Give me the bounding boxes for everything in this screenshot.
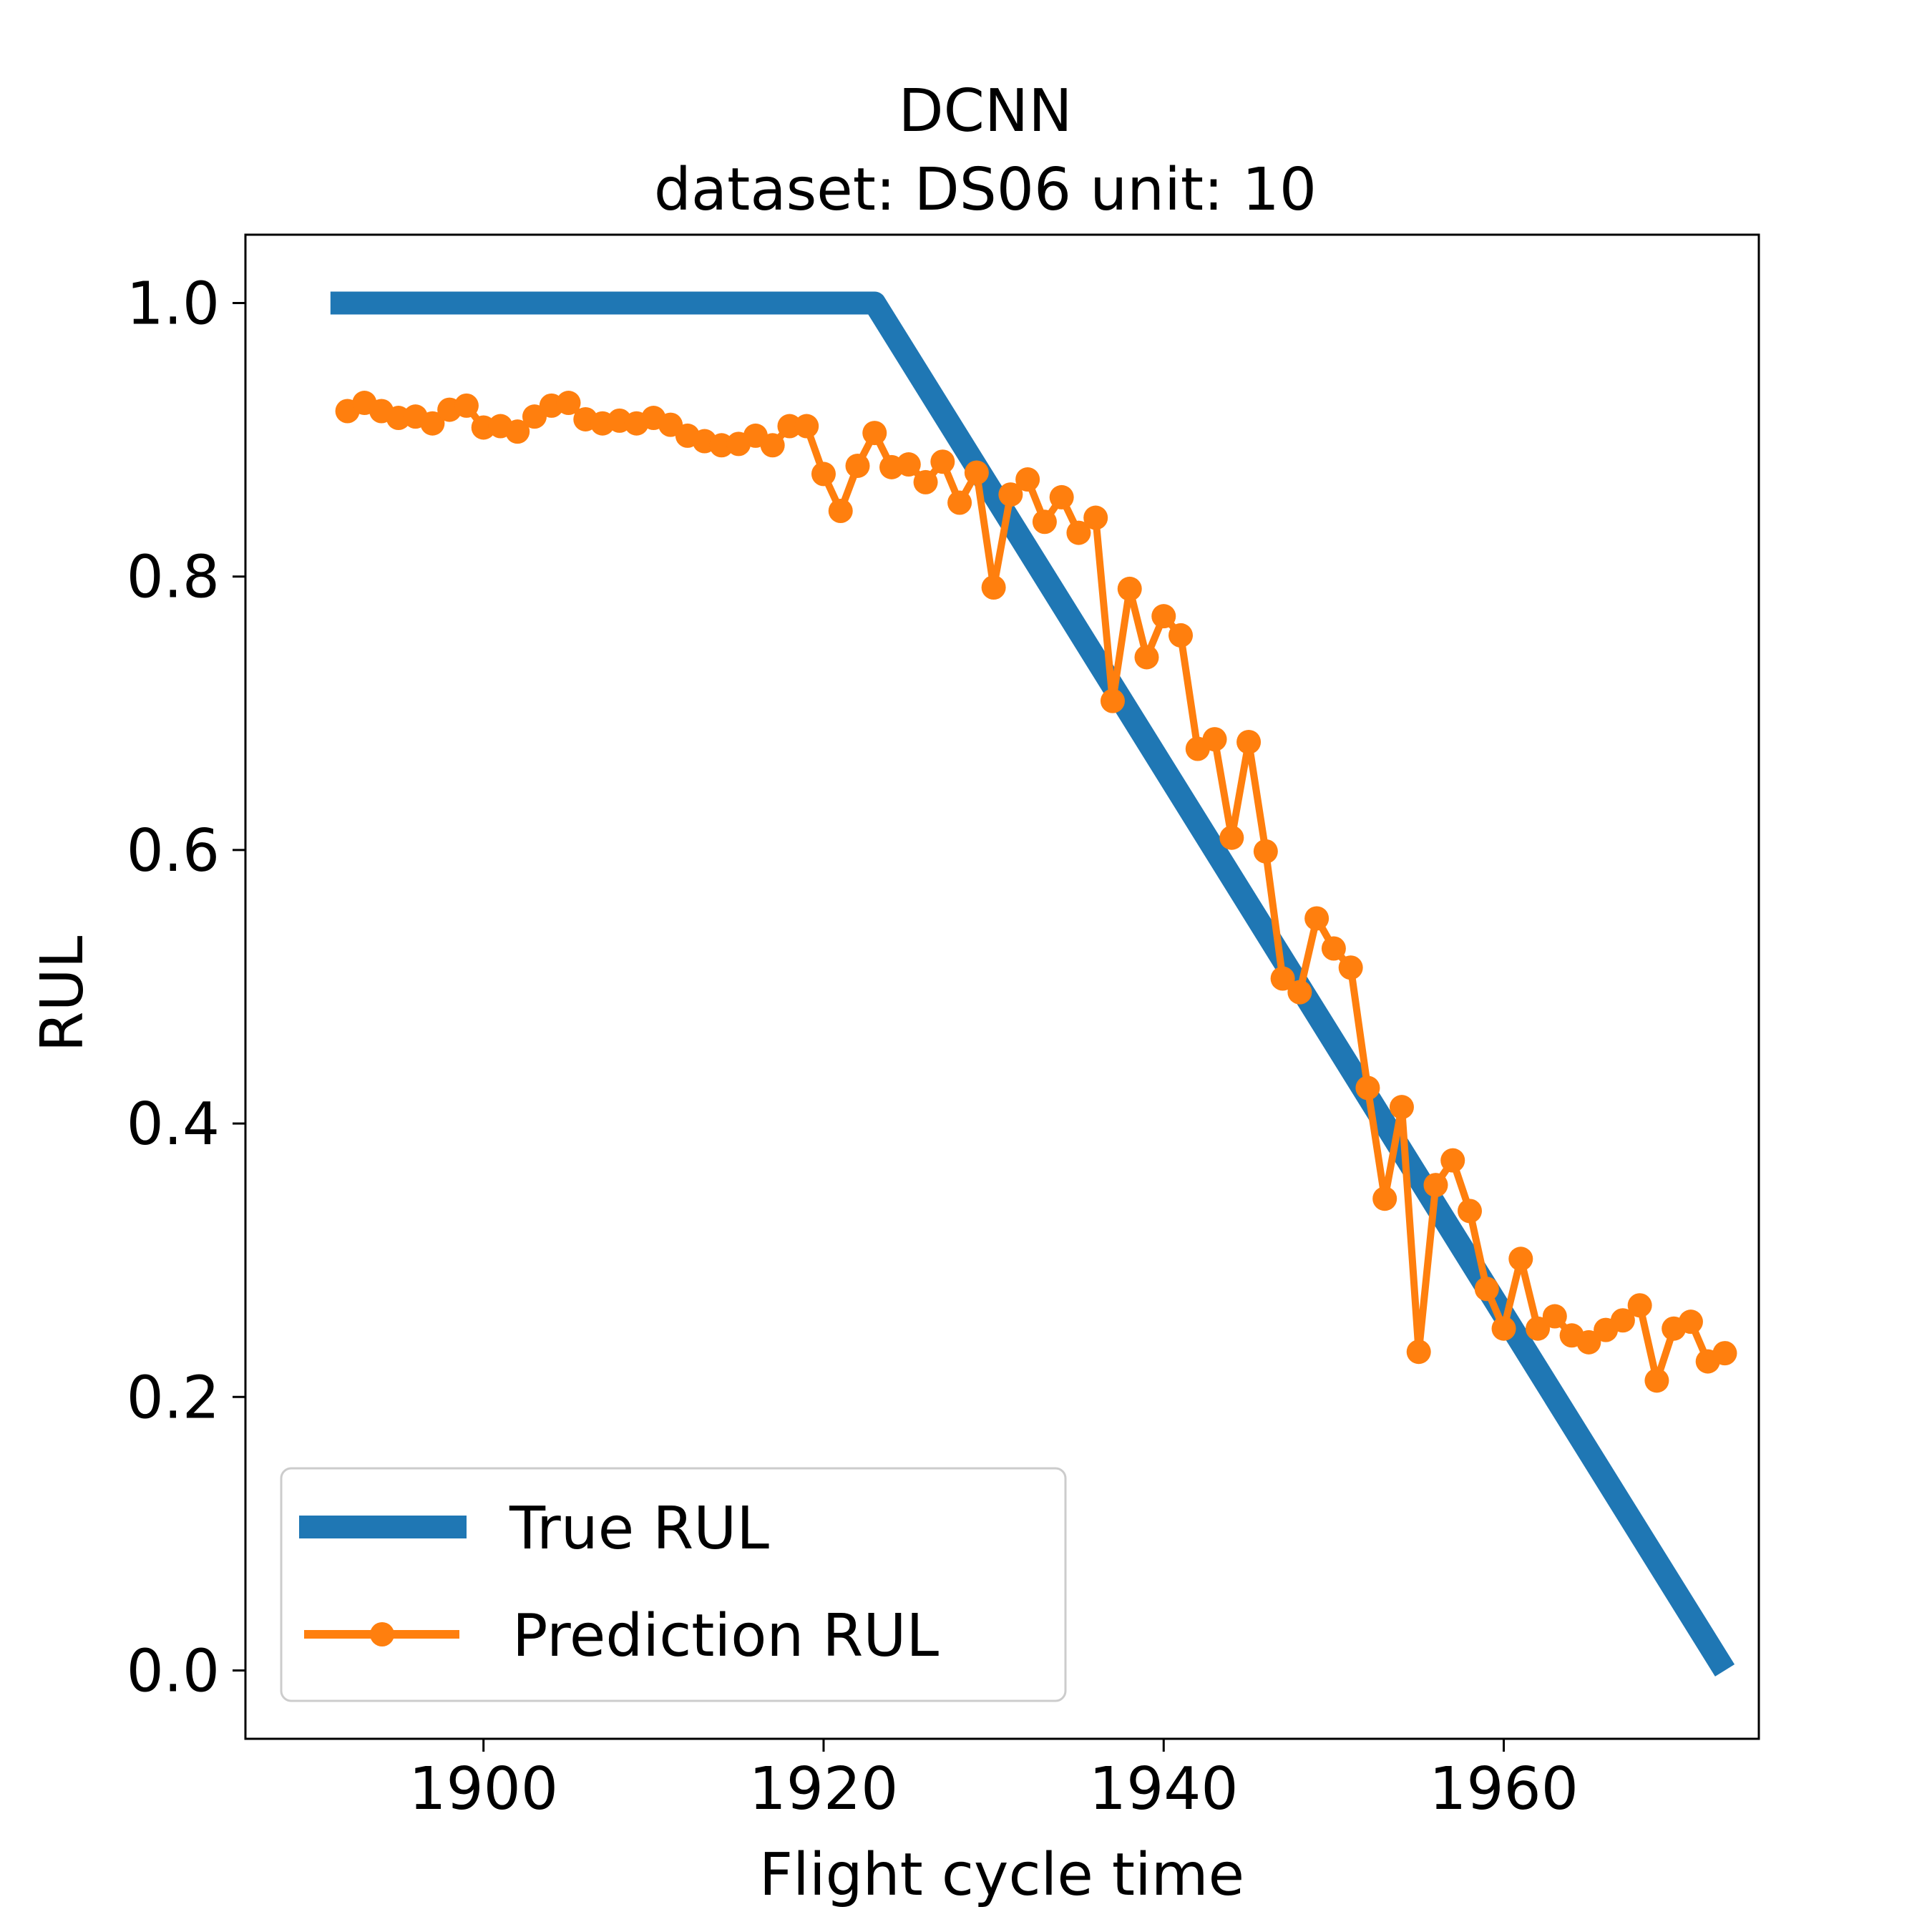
prediction-rul-point: [420, 411, 445, 436]
x-tick-label: 1960: [1429, 1755, 1579, 1823]
prediction-rul-point: [760, 433, 785, 458]
y-tick-label: 0.4: [127, 1091, 220, 1158]
prediction-rul-point: [1083, 505, 1108, 530]
prediction-rul-point: [1202, 727, 1227, 752]
legend-label-prediction-rul: Prediction RUL: [512, 1602, 939, 1670]
y-tick-label: 0.0: [127, 1637, 220, 1705]
chart-title: DCNN: [898, 77, 1072, 145]
true-rul-line: [330, 291, 1735, 1677]
y-tick-label: 1.0: [127, 270, 220, 338]
prediction-rul-point: [1542, 1304, 1567, 1329]
prediction-rul-point: [1338, 955, 1363, 980]
prediction-rul-point: [964, 460, 989, 485]
y-tick-label: 0.8: [127, 544, 220, 612]
x-tick-label: 1920: [749, 1755, 899, 1823]
prediction-rul-point: [1219, 825, 1244, 850]
prediction-rul-point: [1151, 604, 1176, 629]
prediction-rul-point: [1458, 1199, 1483, 1224]
prediction-rul-point: [1049, 484, 1074, 509]
prediction-rul-point: [1100, 688, 1125, 713]
prediction-rul-point: [1270, 966, 1295, 991]
prediction-rul-point: [1032, 509, 1057, 535]
chart-subtitle: dataset: DS06 unit: 10: [654, 156, 1317, 224]
prediction-rul-point: [947, 490, 972, 515]
prediction-rul-point: [1491, 1316, 1516, 1341]
prediction-rul-point: [1627, 1293, 1652, 1318]
prediction-rul-point: [862, 421, 887, 446]
prediction-rul-point: [981, 575, 1006, 600]
legend: True RUL Prediction RUL: [280, 1467, 1067, 1702]
prediction-rul-point: [998, 482, 1023, 507]
prediction-rul-point: [1610, 1308, 1635, 1333]
prediction-rul-point: [1474, 1277, 1499, 1302]
prediction-rul-point: [1440, 1148, 1465, 1173]
legend-marker-prediction-rul: [370, 1622, 394, 1646]
prediction-rul-point: [454, 393, 479, 418]
prediction-rul-point: [1355, 1075, 1380, 1101]
y-tick-label: 0.2: [127, 1364, 220, 1432]
prediction-rul-point: [1644, 1368, 1669, 1393]
x-axis: 1900 1920 1940 1960: [409, 1739, 1579, 1823]
prediction-rul-point: [1678, 1309, 1703, 1335]
prediction-rul-point: [777, 414, 802, 439]
prediction-rul-point: [1423, 1173, 1448, 1198]
prediction-rul-point: [896, 452, 921, 477]
x-tick-label: 1940: [1089, 1755, 1239, 1823]
prediction-rul-point: [794, 414, 819, 439]
prediction-rul-point: [1134, 645, 1159, 670]
prediction-rul-point: [1015, 467, 1040, 492]
prediction-rul-point: [556, 391, 581, 416]
x-tick-label: 1900: [409, 1755, 558, 1823]
prediction-rul-point: [1372, 1186, 1397, 1211]
prediction-rul-point: [1389, 1095, 1414, 1120]
y-axis-label: RUL: [29, 935, 97, 1052]
prediction-rul-point: [1117, 576, 1142, 601]
prediction-rul-point: [1526, 1316, 1551, 1341]
prediction-rul-point: [505, 419, 530, 444]
series-layer: [330, 291, 1737, 1677]
x-axis-label: Flight cycle time: [759, 1841, 1244, 1909]
y-axis: 0.0 0.2 0.4 0.6 0.8 1.0: [127, 270, 245, 1705]
prediction-rul-point: [1066, 520, 1091, 545]
prediction-rul-point: [1508, 1246, 1533, 1272]
prediction-rul-point: [845, 453, 870, 478]
legend-frame: [280, 1467, 1067, 1702]
prediction-rul-point: [1253, 839, 1278, 864]
legend-label-true-rul: True RUL: [509, 1495, 769, 1563]
prediction-rul-point: [1321, 936, 1346, 961]
prediction-rul-point: [1287, 980, 1312, 1005]
prediction-rul-point: [1576, 1330, 1601, 1355]
prediction-rul-point: [930, 449, 955, 474]
prediction-rul-point: [1236, 729, 1262, 754]
prediction-rul-point: [1712, 1341, 1737, 1366]
prediction-rul-point: [811, 462, 836, 487]
prediction-rul-point: [828, 499, 853, 524]
prediction-rul-point: [1304, 906, 1330, 931]
y-tick-label: 0.6: [127, 817, 220, 885]
prediction-rul-point: [913, 469, 938, 494]
prediction-rul-point: [1169, 623, 1194, 648]
prediction-rul-point: [1406, 1340, 1431, 1365]
